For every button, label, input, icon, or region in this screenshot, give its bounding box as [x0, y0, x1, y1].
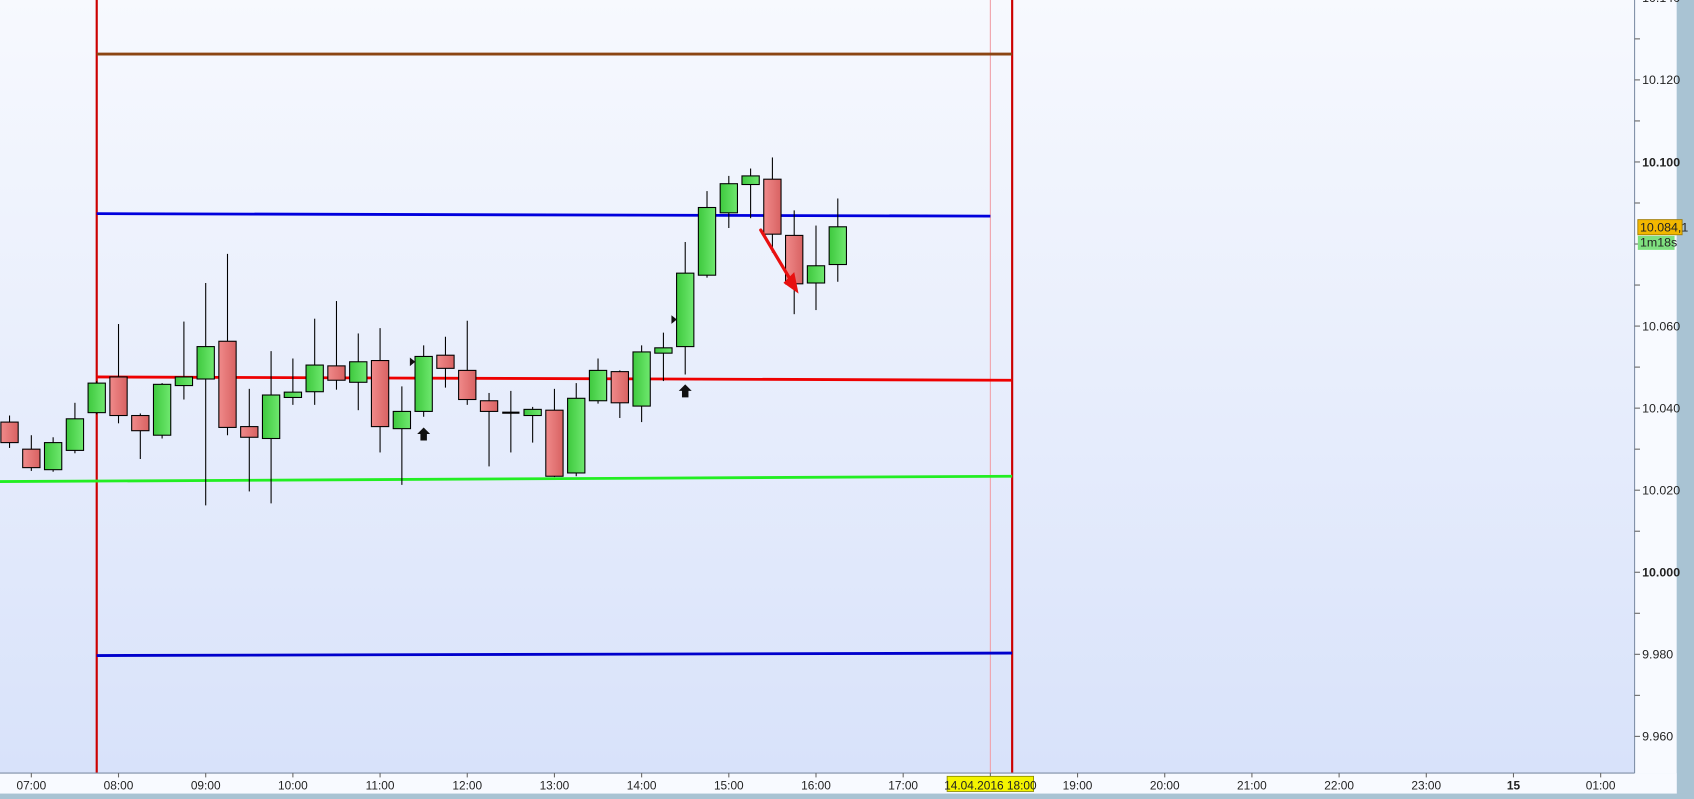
candle-body-up: [174, 376, 194, 387]
candle-body-down: [479, 400, 499, 412]
up-arrow-icon: [678, 384, 692, 398]
candle-body-down: [218, 340, 237, 428]
time-tick-label: 19:00: [1063, 778, 1093, 792]
time-tick-label: 01:00: [1586, 778, 1616, 792]
price-tick-label: 10.100: [1642, 155, 1680, 169]
candle-body-up: [65, 418, 85, 451]
candle-body-up: [283, 391, 303, 399]
candle-body-up: [654, 347, 673, 354]
price-axis-background: [1634, 0, 1677, 774]
candle-body-down: [370, 360, 390, 428]
countdown-badge: [1637, 235, 1675, 250]
price-tick-label: 10.060: [1642, 319, 1680, 333]
price-tick-label: 10.000: [1642, 566, 1680, 580]
price-tick-label: 10.120: [1642, 73, 1680, 87]
candle-body-up: [261, 394, 281, 440]
price-tick-label: 10.140: [1642, 0, 1680, 5]
candle-body-down: [109, 376, 128, 417]
time-tick-label: 15:00: [714, 778, 744, 792]
right-frame-strip: [1676, 0, 1694, 799]
countdown-label: 1m18s: [1640, 236, 1677, 250]
cursor-time-badge: [946, 775, 1035, 792]
candle-body-up: [196, 346, 215, 380]
time-tick-label: 22:00: [1324, 778, 1354, 792]
plot-background: [0, 0, 1635, 774]
candle-body-down: [763, 178, 782, 235]
right-triangle-icon: [671, 315, 677, 324]
candle-body-up: [43, 442, 63, 471]
time-tick-label: 20:00: [1150, 778, 1180, 792]
candle-body-up: [828, 226, 847, 266]
time-tick-label: 14:00: [627, 778, 657, 792]
time-tick-label: 15: [1507, 778, 1521, 792]
price-tick-label: 10.020: [1642, 484, 1680, 498]
candle-body-up: [697, 206, 717, 276]
candle-body-up: [349, 361, 368, 383]
last-price-label: 10.084,1: [1640, 221, 1688, 235]
cursor-time-label: 14.04.2016 18:00: [944, 778, 1037, 792]
candle-body-up: [806, 265, 826, 284]
time-tick-label: 10:00: [278, 778, 308, 792]
candle-body-up: [719, 183, 738, 214]
time-tick-label: 23:00: [1411, 778, 1441, 792]
candle-body-up: [414, 355, 433, 412]
horizontal-line: [96, 651, 1013, 657]
candle-body-down: [545, 409, 564, 477]
candle-body-down: [240, 426, 259, 438]
time-tick-label: 09:00: [191, 778, 221, 792]
time-tick-label: 08:00: [104, 778, 134, 792]
time-tick-label: 17:00: [888, 778, 918, 792]
candle-body-down: [0, 421, 19, 444]
price-tick-label: 9.960: [1642, 730, 1673, 744]
candle-body-up: [523, 408, 542, 417]
candle-body-up: [676, 272, 695, 348]
last-price-badge: [1637, 219, 1683, 236]
candle-body-down: [610, 371, 630, 404]
candle-body-up: [741, 175, 760, 186]
price-tick-label: 9.980: [1642, 648, 1673, 662]
candle-body-up: [567, 397, 586, 474]
horizontal-line: [96, 375, 1013, 382]
time-tick-label: 07:00: [16, 778, 46, 792]
candle-body-down: [327, 365, 346, 381]
candle-body-up: [152, 383, 172, 436]
horizontal-line: [0, 474, 1013, 483]
candle-body-up: [632, 351, 651, 407]
time-tick-label: 13:00: [540, 778, 570, 792]
candle-body-down: [458, 369, 477, 401]
time-tick-label: 12:00: [452, 778, 482, 792]
horizontal-line: [96, 212, 991, 218]
candle-body-up: [305, 364, 324, 393]
candle-body-up: [588, 369, 608, 402]
candle-body-up: [392, 410, 412, 430]
right-triangle-icon: [409, 357, 416, 367]
time-tick-label: 16:00: [801, 778, 831, 792]
time-axis-background: [0, 773, 1677, 794]
annotation-arrow-head-icon: [783, 272, 799, 294]
candle-body-down: [22, 448, 41, 469]
candle-body-down: [436, 354, 455, 369]
time-tick-label: 11:00: [366, 778, 395, 792]
time-tick-label: 21:00: [1237, 778, 1267, 792]
price-tick-label: 10.040: [1642, 401, 1680, 415]
candle-body-up: [87, 382, 106, 414]
bottom-frame-strip: [0, 793, 1694, 799]
annotation-arrow: [759, 228, 796, 288]
candle-body-down: [131, 414, 150, 432]
